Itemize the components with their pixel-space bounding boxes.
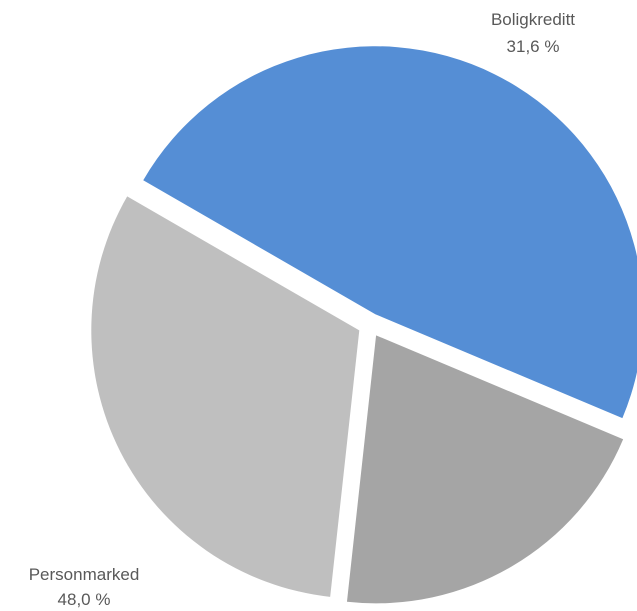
slice-label-boligkreditt: Boligkreditt xyxy=(491,10,575,29)
slice-boligkreditt xyxy=(91,196,360,597)
slice-label-personmarked: Personmarked xyxy=(29,565,140,584)
slice-value-boligkreditt: 31,6 % xyxy=(507,37,560,56)
slice-personmarked xyxy=(143,46,637,419)
slice-value-personmarked: 48,0 % xyxy=(58,590,111,609)
slice-unlabeled xyxy=(346,335,624,604)
pie-slices xyxy=(91,46,637,604)
